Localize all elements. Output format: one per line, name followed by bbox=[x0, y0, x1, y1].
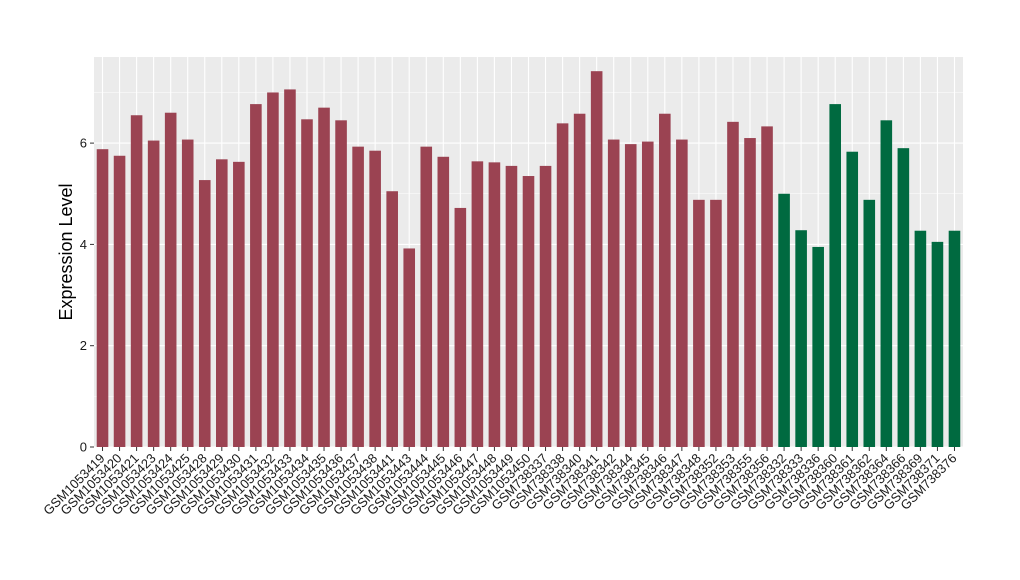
bar bbox=[181, 139, 194, 447]
bar bbox=[659, 113, 671, 448]
y-tick-label: 6 bbox=[80, 136, 87, 151]
bar bbox=[624, 144, 637, 447]
bar bbox=[880, 120, 893, 447]
bar bbox=[335, 120, 347, 447]
bar bbox=[863, 199, 876, 447]
bar bbox=[761, 126, 773, 447]
bar bbox=[641, 141, 654, 447]
bars bbox=[96, 71, 961, 448]
bar bbox=[607, 139, 620, 447]
bar bbox=[318, 107, 330, 447]
bar bbox=[897, 148, 910, 448]
y-tick-label: 4 bbox=[80, 237, 87, 252]
bar bbox=[931, 241, 944, 447]
bar bbox=[744, 138, 756, 448]
x-axis: GSM1053419GSM1053420GSM1053421GSM1053423… bbox=[40, 447, 960, 518]
bar bbox=[420, 146, 433, 447]
bar bbox=[471, 161, 484, 448]
bar bbox=[301, 119, 313, 447]
bar bbox=[846, 151, 859, 447]
bar bbox=[914, 230, 927, 447]
bar bbox=[96, 149, 109, 447]
bar bbox=[198, 180, 211, 447]
bar bbox=[267, 92, 279, 448]
bar bbox=[216, 159, 228, 447]
bar bbox=[590, 71, 603, 447]
bar bbox=[147, 140, 160, 448]
bar bbox=[556, 123, 569, 447]
bar bbox=[164, 112, 177, 447]
bar bbox=[539, 165, 552, 447]
bar bbox=[352, 146, 364, 447]
bar bbox=[386, 191, 398, 447]
bar bbox=[505, 165, 518, 447]
bar bbox=[454, 207, 467, 447]
bar bbox=[437, 156, 450, 447]
bar bbox=[795, 230, 807, 447]
bar bbox=[778, 193, 790, 447]
y-axis-title: Expression Level bbox=[56, 183, 76, 320]
bar bbox=[676, 139, 688, 447]
bar bbox=[488, 162, 501, 447]
bar bbox=[948, 230, 961, 447]
bar bbox=[250, 104, 262, 448]
bar bbox=[403, 248, 416, 447]
bar bbox=[369, 150, 381, 447]
y-tick-label: 0 bbox=[80, 440, 87, 455]
bar bbox=[522, 176, 535, 447]
bar bbox=[573, 113, 586, 448]
bar bbox=[812, 246, 824, 447]
bar bbox=[710, 199, 722, 447]
bar bbox=[113, 155, 126, 447]
bar bbox=[727, 121, 739, 447]
bar bbox=[284, 89, 296, 447]
y-axis: 0 2 4 6 bbox=[80, 136, 94, 455]
bar bbox=[233, 161, 245, 447]
bar bbox=[693, 199, 705, 447]
bar bbox=[130, 115, 143, 447]
bar bbox=[829, 104, 841, 448]
y-tick-label: 2 bbox=[80, 338, 87, 353]
